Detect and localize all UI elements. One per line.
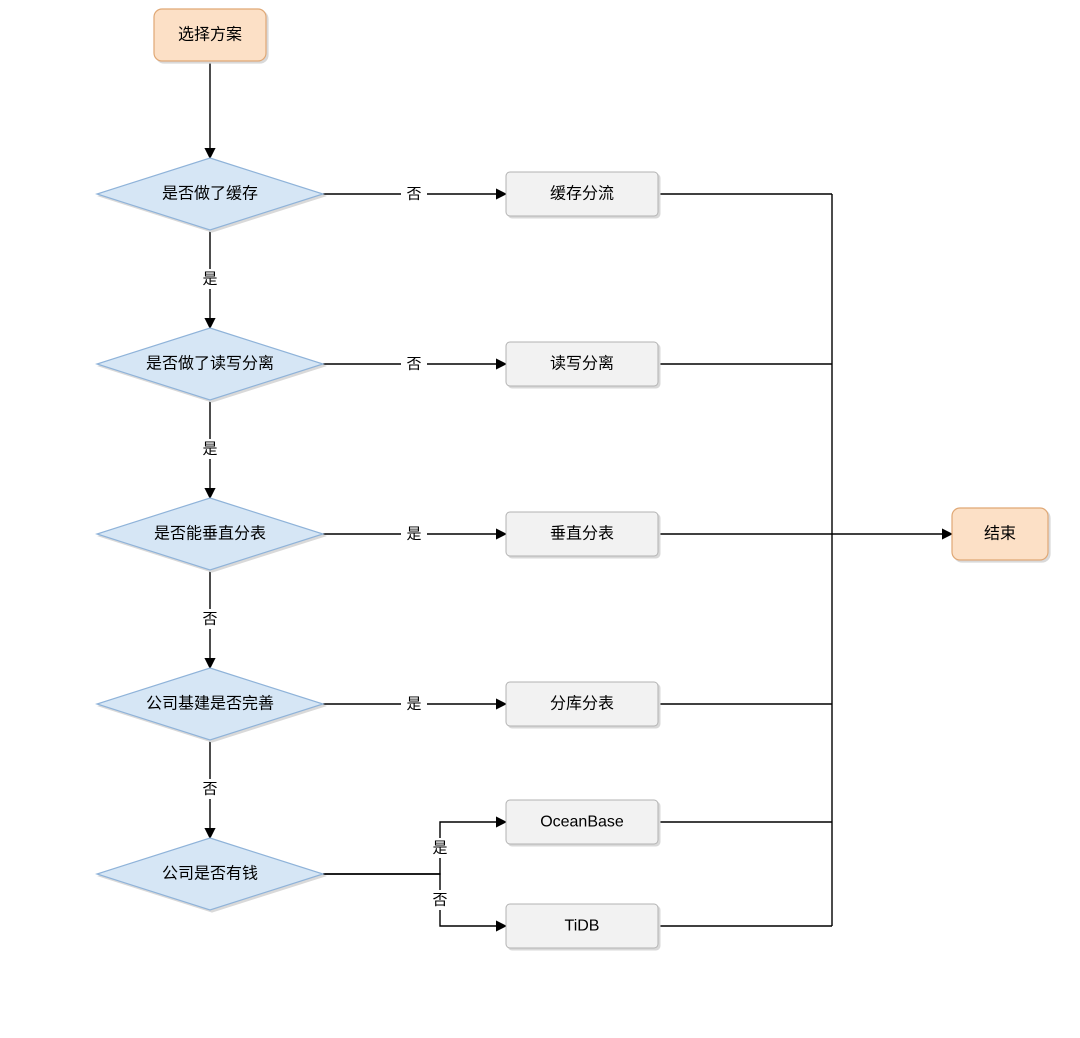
- node-label: 公司基建是否完善: [146, 695, 274, 713]
- edge-label: 是: [432, 840, 447, 857]
- node-p4: 分库分表: [506, 682, 658, 726]
- node-label: 读写分离: [550, 355, 614, 373]
- node-label: 是否做了缓存: [162, 185, 258, 203]
- edge-label: 是: [202, 441, 217, 458]
- node-p6: TiDB: [506, 904, 658, 948]
- edge-label: 否: [406, 186, 421, 203]
- edge-label: 是: [406, 526, 421, 543]
- node-label: 垂直分表: [550, 525, 614, 543]
- node-d1: 是否做了缓存: [97, 158, 323, 230]
- edge-label: 否: [432, 892, 447, 909]
- node-d2: 是否做了读写分离: [97, 328, 323, 400]
- node-label: 公司是否有钱: [162, 865, 258, 883]
- node-d5: 公司是否有钱: [97, 838, 323, 910]
- node-p2: 读写分离: [506, 342, 658, 386]
- node-label: 是否能垂直分表: [154, 525, 266, 543]
- node-d4: 公司基建是否完善: [97, 668, 323, 740]
- edge-label: 是: [406, 696, 421, 713]
- node-label: 选择方案: [178, 26, 242, 44]
- node-label: 缓存分流: [550, 185, 614, 203]
- node-p5: OceanBase: [506, 800, 658, 844]
- edge-label: 否: [202, 611, 217, 628]
- node-end: 结束: [952, 508, 1048, 560]
- node-label: 是否做了读写分离: [146, 355, 274, 373]
- edge-label: 否: [406, 356, 421, 373]
- flowchart-svg: 是是否否否否是是是否选择方案是否做了缓存是否做了读写分离是否能垂直分表公司基建是…: [0, 0, 1080, 1038]
- node-d3: 是否能垂直分表: [97, 498, 323, 570]
- node-label: OceanBase: [540, 814, 624, 831]
- edge-label: 是: [202, 271, 217, 288]
- edge: [323, 874, 506, 926]
- node-label: TiDB: [565, 918, 600, 935]
- node-p3: 垂直分表: [506, 512, 658, 556]
- node-p1: 缓存分流: [506, 172, 658, 216]
- node-label: 结束: [984, 525, 1016, 543]
- node-label: 分库分表: [550, 695, 614, 713]
- node-start: 选择方案: [154, 9, 266, 61]
- edge: [323, 822, 506, 874]
- edge-label: 否: [202, 781, 217, 798]
